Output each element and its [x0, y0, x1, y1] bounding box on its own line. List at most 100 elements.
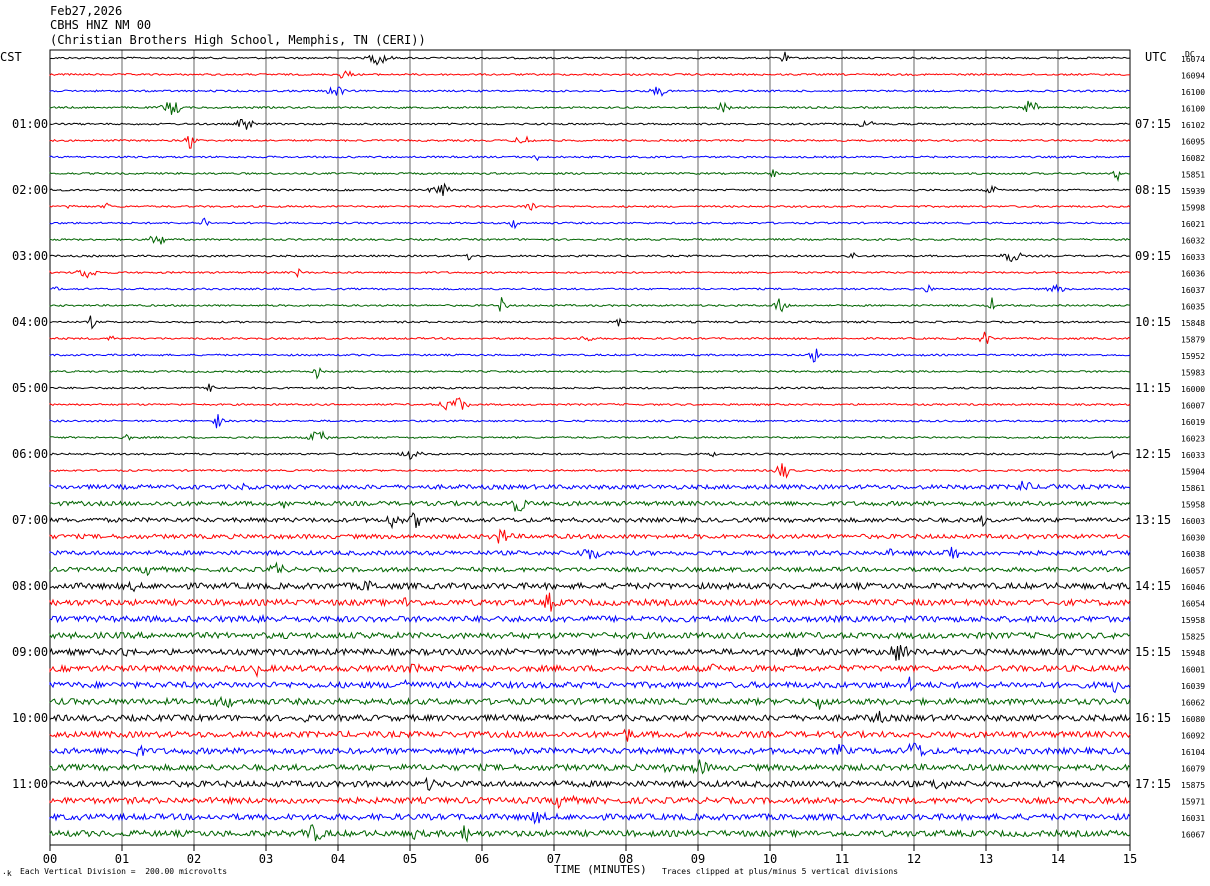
x-tick-label: 14: [1051, 852, 1065, 866]
trace-line: [49, 499, 1131, 512]
left-time-label: 01:00: [12, 117, 48, 131]
dc-label: DC: [1185, 50, 1195, 59]
trace-line: [49, 824, 1131, 843]
left-time-label: 09:00: [12, 645, 48, 659]
x-tick-label: 10: [763, 852, 777, 866]
trace-line: [49, 119, 1131, 130]
dc-value: 16033: [1181, 451, 1205, 460]
trace-line: [49, 268, 1131, 279]
right-time-label: 15:15: [1135, 645, 1171, 659]
dc-value: 15939: [1181, 187, 1205, 196]
clip-note: Traces clipped at plus/minus 5 vertical …: [662, 867, 899, 876]
dc-value: 15948: [1181, 649, 1205, 658]
dc-value: 16039: [1181, 682, 1205, 691]
right-time-label: 08:15: [1135, 183, 1171, 197]
trace-line: [49, 155, 1131, 162]
dc-value: 15904: [1181, 468, 1205, 477]
trace-line: [49, 135, 1131, 149]
dc-value: 16038: [1181, 550, 1205, 559]
right-time-label: 16:15: [1135, 711, 1171, 725]
trace-line: [49, 512, 1131, 530]
trace-line: [49, 202, 1131, 211]
x-tick-label: 04: [331, 852, 345, 866]
dc-value: 15952: [1181, 352, 1205, 361]
trace-line: [49, 331, 1131, 344]
trace-line: [49, 450, 1131, 461]
dc-value: 16033: [1181, 253, 1205, 262]
trace-line: [49, 811, 1131, 825]
trace-line: [49, 315, 1131, 330]
x-tick-label: 05: [403, 852, 417, 866]
dc-value: 16104: [1181, 748, 1205, 757]
dc-value: 15851: [1181, 171, 1205, 180]
trace-line: [49, 366, 1131, 380]
trace-line: [49, 182, 1131, 196]
left-time-label: 02:00: [12, 183, 48, 197]
dc-value: 15958: [1181, 616, 1205, 625]
trace-line: [49, 695, 1131, 710]
dc-value: 16092: [1181, 732, 1205, 741]
dc-value: 15875: [1181, 781, 1205, 790]
right-time-label: 10:15: [1135, 315, 1171, 329]
dc-value: 16003: [1181, 517, 1205, 526]
right-time-label: 14:15: [1135, 579, 1171, 593]
dc-value: 15861: [1181, 484, 1205, 493]
right-time-label: 12:15: [1135, 447, 1171, 461]
dc-value: 16062: [1181, 699, 1205, 708]
dc-value: 16019: [1181, 418, 1205, 427]
dc-value: 16080: [1181, 715, 1205, 724]
dc-value: 16030: [1181, 534, 1205, 543]
x-tick-label: 09: [691, 852, 705, 866]
trace-line: [49, 283, 1131, 294]
dc-value: 15983: [1181, 369, 1205, 378]
left-time-label: 10:00: [12, 711, 48, 725]
header-station: CBHS HNZ NM 00: [50, 18, 152, 32]
left-time-label: 11:00: [12, 777, 48, 791]
header-location: (Christian Brothers High School, Memphis…: [50, 33, 426, 47]
trace-line: [49, 70, 1131, 79]
header-date: Feb27,2026: [50, 4, 123, 18]
trace-line: [49, 383, 1131, 392]
trace-line: [49, 580, 1131, 593]
trace-line: [49, 630, 1131, 640]
trace-line: [49, 100, 1131, 115]
dc-value: 16054: [1181, 600, 1205, 609]
x-tick-label: 06: [475, 852, 489, 866]
x-tick-label: 11: [835, 852, 849, 866]
trace-line: [49, 414, 1131, 429]
x-tick-label: 15: [1123, 852, 1137, 866]
dc-value: 16100: [1181, 105, 1205, 114]
dc-value: 16095: [1181, 138, 1205, 147]
x-tick-label: 08: [619, 852, 633, 866]
dc-value: 16102: [1181, 121, 1205, 130]
trace-line: [49, 644, 1131, 661]
x-tick-label: 02: [187, 852, 201, 866]
dc-value: 16031: [1181, 814, 1205, 823]
dc-value: 16074: [1181, 55, 1205, 64]
right-time-label: 17:15: [1135, 777, 1171, 791]
dc-value: 15998: [1181, 204, 1205, 213]
dc-value: 16007: [1181, 402, 1205, 411]
trace-line: [49, 51, 1131, 66]
trace-line: [49, 251, 1131, 263]
dc-value: 15971: [1181, 798, 1205, 807]
dc-value: 16057: [1181, 567, 1205, 576]
trace-line: [49, 613, 1131, 624]
dc-value: 16082: [1181, 154, 1205, 163]
x-tick-label: 03: [259, 852, 273, 866]
trace-line: [49, 592, 1131, 612]
plot-frame: [49, 49, 1131, 846]
right-time-label: 13:15: [1135, 513, 1171, 527]
dc-value: 16001: [1181, 666, 1205, 675]
dc-value: 16036: [1181, 270, 1205, 279]
dc-value: 15848: [1181, 319, 1205, 328]
left-time-label: 07:00: [12, 513, 48, 527]
dc-value: 16021: [1181, 220, 1205, 229]
left-time-label: 05:00: [12, 381, 48, 395]
trace-line: [49, 235, 1131, 245]
dc-value: 16094: [1181, 72, 1205, 81]
scale-note: Each Vertical Division = 200.00 microvol…: [20, 867, 228, 876]
dc-value: 16100: [1181, 88, 1205, 97]
trace-line: [49, 169, 1131, 183]
right-time-label: 09:15: [1135, 249, 1171, 263]
